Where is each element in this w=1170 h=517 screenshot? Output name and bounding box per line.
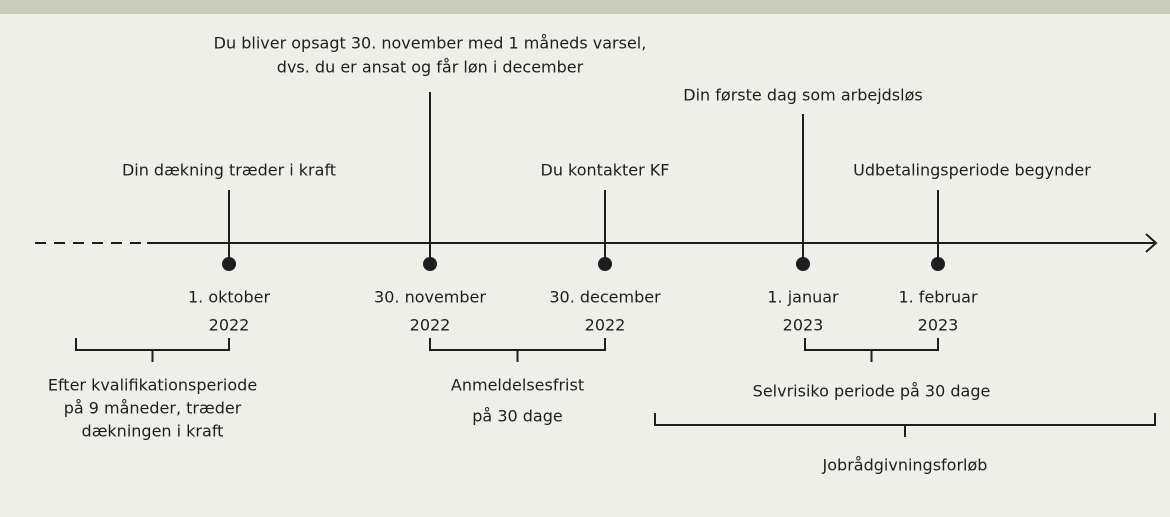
period-bracket [804,338,939,362]
event-dot [796,257,810,271]
period-label: Jobrådgivningsforløb [822,456,988,475]
period-label: Selvrisiko periode på 30 dage [753,382,991,401]
period-label: på 30 dage [472,407,562,426]
event-date: 2023 [918,316,959,335]
event-dot [222,257,236,271]
event-date: 1. februar [898,288,978,307]
event-dot [931,257,945,271]
period-bracket [75,338,230,362]
period-label: dækningen i kraft [82,422,224,441]
event-date: 30. november [374,288,486,307]
event-date: 1. oktober [188,288,270,307]
period-bracket [654,413,1156,437]
event-dot [598,257,612,271]
event-date: 2022 [585,316,626,335]
event-label: Udbetalingsperiode begynder [853,161,1091,180]
top-band [0,0,1170,14]
event-date: 2022 [410,316,451,335]
period-label: Anmeldelsesfrist [451,376,584,395]
event-date: 1. januar [767,288,839,307]
event-label: Du bliver opsagt 30. november med 1 måne… [214,34,647,53]
event-label: dvs. du er ansat og får løn i december [277,58,584,77]
event-label: Din dækning træder i kraft [122,161,336,180]
period-label: Efter kvalifikationsperiode [48,376,257,395]
event-label: Din første dag som arbejdsløs [683,86,922,105]
event-date: 2023 [783,316,824,335]
period-bracket [429,338,606,362]
event-label: Du kontakter KF [541,161,670,180]
timeline-arrow [1145,233,1158,253]
event-dot [423,257,437,271]
event-date: 2022 [209,316,250,335]
event-date: 30. december [549,288,661,307]
period-label: på 9 måneder, træder [64,399,242,418]
